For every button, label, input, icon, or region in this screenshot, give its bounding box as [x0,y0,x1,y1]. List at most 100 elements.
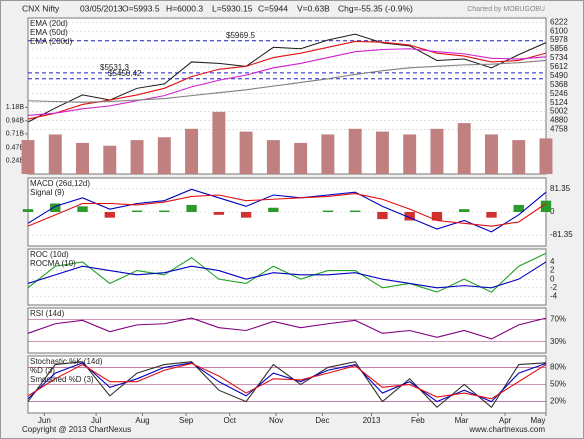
y-tick-label: 50% [550,380,566,389]
x-tick-label: Nov [269,416,283,425]
y-tick-label: 20% [550,397,566,406]
y-tick-label: 5490 [550,71,568,80]
url: www.chartnexus.com [468,425,545,434]
histogram-bar [186,204,197,212]
date: 03/05/2013 [80,3,123,13]
histogram-bar [349,210,361,212]
legend-label: ROC (10d) [30,250,69,259]
volume-bar [375,131,389,174]
y-tick-label: 5734 [550,53,568,62]
volume-bar [157,137,171,174]
volume-bar [484,134,498,174]
x-tick-label: Oct [224,416,237,425]
histogram-bar [104,212,115,218]
histogram-bar [213,212,225,215]
x-tick-label: May [530,416,545,425]
volume-bar [266,140,280,174]
volume-bar [512,140,526,174]
volume-bar [48,134,62,174]
y-tick-label: 81.35 [550,184,571,193]
histogram-bar [377,212,388,220]
series-line [27,48,547,116]
series-line [27,362,547,403]
level-label: $5450.42 [108,69,142,78]
y-tick-label: 5246 [550,89,568,98]
series-line [27,40,547,120]
histogram-bar [486,212,497,218]
legend-label: EMA (50d) [30,28,68,37]
volume-bar [21,140,35,174]
y-tick-label: 30% [550,337,566,346]
x-tick-label: Apr [499,416,512,425]
x-tick-label: Jul [91,416,101,425]
histogram-bar [159,210,170,212]
y-tick-label: 5612 [550,62,568,71]
series-line [27,261,547,289]
copyright: Copyright @ 2013 ChartNexus [22,425,131,434]
histogram-bar [540,200,552,212]
series-line [27,361,547,409]
x-tick-label: Mar [455,416,469,425]
volume-bar [348,128,362,174]
price-line [27,33,547,123]
y-tick-label: 5856 [550,44,568,53]
volume-bar [539,138,553,174]
histogram-bar [77,206,88,212]
y-tick-label: 80% [550,363,566,372]
y-tick-label: 0 [550,207,555,216]
legend-label: RSI (14d) [30,309,65,318]
symbol: CNX Nifty [22,3,60,13]
volume-bar [457,123,471,174]
x-tick-label: 2013 [363,416,381,425]
volume-bar [185,128,199,174]
histogram-bar [404,212,415,221]
y-tick-label: -4 [550,291,558,300]
y-tick-label: 70% [550,314,566,323]
y-tick-label: -81.35 [550,230,573,239]
panel [27,248,547,306]
volume-bar [294,142,308,174]
y-tick-label: 5124 [550,98,568,107]
level-label: $5531.3 [100,63,129,72]
series-line [27,252,547,293]
histogram-bar [22,209,34,212]
y2-tick-label: 0.47B [6,144,25,151]
series-line [27,317,547,340]
y-tick-label: 5002 [550,107,568,116]
legend-label: Stochastic %K (14d) [30,357,103,366]
x-tick-label: Dec [315,416,329,425]
histogram-bar [240,212,252,218]
volume-bar [239,131,253,174]
histogram-bar [131,210,143,212]
volume-bar [321,134,335,174]
change: Chg=-55.35 (-0.9%) [338,3,413,13]
histogram-bar [459,209,470,212]
histogram-bar [431,212,443,221]
legend-label: Signal (9) [30,188,65,197]
y-tick-label: 0 [550,274,555,283]
x-tick-label: Sep [179,416,194,425]
x-tick-label: Feb [411,416,425,425]
y-tick-label: 6222 [550,17,568,26]
y-tick-label: 5978 [550,35,568,44]
series-line [27,362,547,400]
x-tick-label: Aug [135,416,149,425]
open: O=5993.5 [122,3,160,13]
volume-bar [403,134,417,174]
legend-label: Smoothed %D (3) [30,375,94,384]
histogram-bar [268,207,279,212]
y-tick-label: 4 [550,257,555,266]
close: C=5944 [258,3,288,13]
y2-tick-label: 0.24B [6,157,25,164]
legend-label: %D (3) [30,366,55,375]
y2-tick-label: 1.18B [6,104,25,111]
volume: V=0.63B [297,3,330,13]
histogram-bar [322,210,334,212]
credit: Charted by MOBUGOBU [467,6,545,13]
legend-label: MACD (26d,12d) [30,179,90,188]
legend-label: EMA (20d) [30,19,68,28]
volume-bar [130,140,144,174]
x-tick-label: Jun [38,416,51,425]
y2-tick-label: 0.71B [6,131,25,138]
